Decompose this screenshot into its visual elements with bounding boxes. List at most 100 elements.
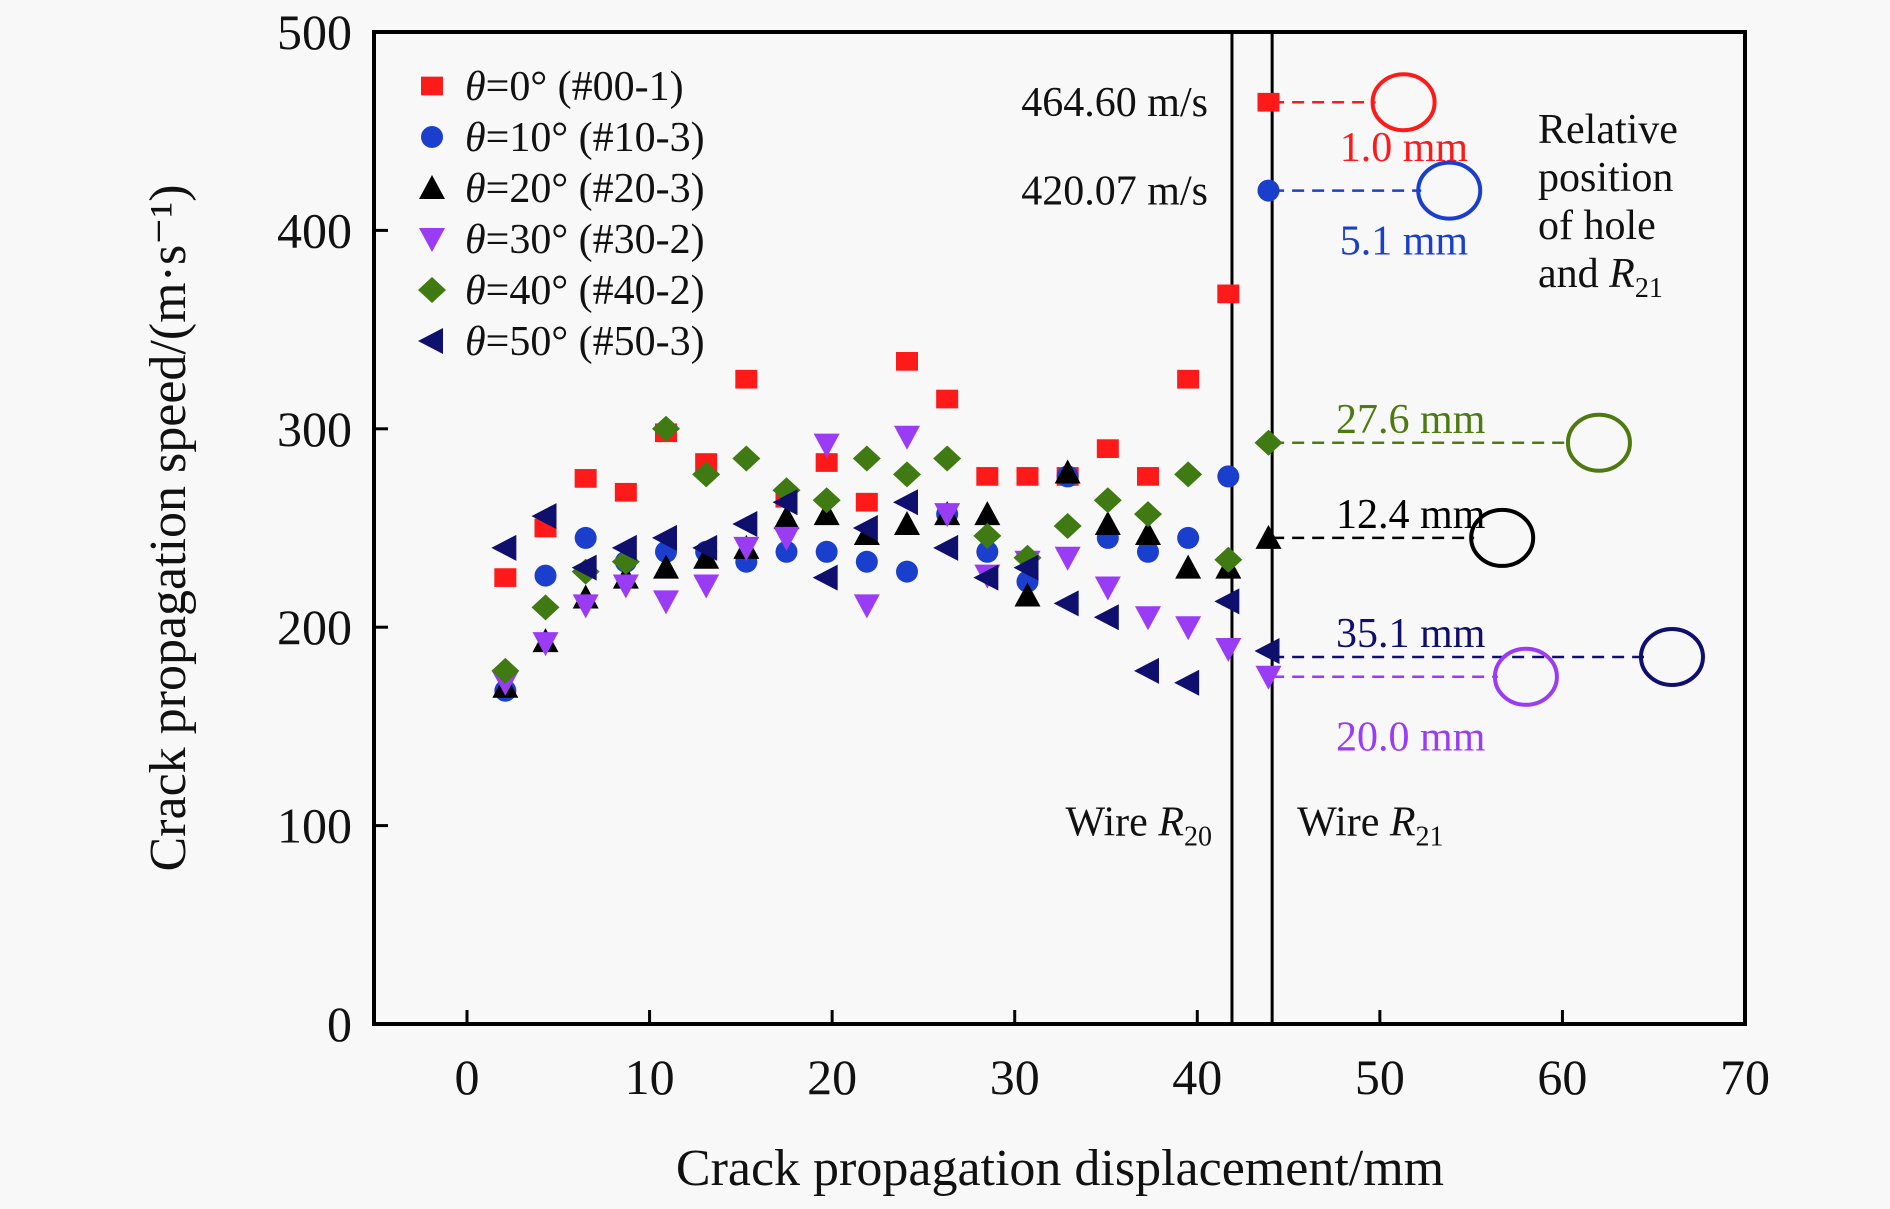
data-point: [692, 534, 718, 561]
hole-distance-label: 20.0 mm: [1336, 714, 1486, 760]
series-2: [492, 459, 1282, 698]
data-point: [611, 534, 637, 561]
data-point: [1217, 465, 1240, 488]
data-point: [1054, 459, 1081, 484]
data-point: [1177, 369, 1200, 389]
data-point: [1096, 439, 1119, 458]
hole-circle: [1565, 412, 1632, 473]
data-point: [1133, 501, 1162, 528]
data-point: [1093, 604, 1119, 631]
x-tick-label: 0: [455, 1049, 480, 1105]
wire-label: Wire R21: [1297, 800, 1443, 853]
data-point: [491, 534, 517, 561]
x-tick-label: 40: [1172, 1049, 1222, 1105]
data-point: [934, 503, 961, 528]
y-tick-label: 300: [277, 401, 352, 457]
plot-frame: [372, 30, 1747, 1026]
legend-label: θ=10° (#10-3): [465, 115, 705, 161]
data-point: [1255, 665, 1282, 690]
data-point: [1174, 461, 1203, 488]
data-point: [1134, 606, 1161, 631]
data-point: [1094, 511, 1121, 536]
data-point: [1175, 554, 1202, 579]
data-point: [1014, 582, 1041, 607]
x-tick-label: 50: [1355, 1049, 1405, 1105]
hole-circle: [1370, 72, 1437, 133]
hole-distance-label: 12.4 mm: [1336, 492, 1486, 538]
data-point: [936, 389, 959, 409]
legend-label: θ=50° (#50-3): [465, 319, 705, 365]
data-point: [732, 445, 761, 472]
data-point: [1054, 546, 1081, 571]
data-point: [895, 351, 918, 371]
y-tick-label: 200: [277, 599, 352, 655]
legend-marker: [418, 328, 443, 354]
data-point: [491, 657, 520, 684]
data-point: [735, 369, 758, 389]
axes: 0 10 20 30 40 50 60 70 0 100 200 300 400 500: [277, 4, 1770, 1105]
speed-annotation: 464.60 m/s: [1021, 80, 1208, 126]
data-point: [1053, 590, 1079, 617]
wire-lines: Wire R20 Wire R21: [1066, 32, 1444, 1024]
data-point: [892, 489, 918, 516]
x-axis-title: Crack propagation displacement/mm: [676, 1140, 1444, 1197]
hole-circle: [1469, 507, 1536, 568]
legend-label: θ=40° (#40-2): [465, 268, 705, 314]
data-point: [973, 522, 1002, 549]
data-point: [1134, 520, 1161, 545]
data-point: [815, 540, 838, 563]
series-4: [491, 415, 1283, 684]
data-point: [893, 425, 920, 450]
data-point: [1136, 467, 1159, 486]
data-point: [1217, 284, 1240, 304]
data-point: [893, 511, 920, 536]
data-point: [895, 560, 918, 583]
data-point: [773, 505, 800, 530]
data-point: [1214, 588, 1240, 615]
data-point: [1214, 546, 1243, 573]
data-point: [933, 534, 959, 561]
data-point: [974, 501, 1001, 526]
y-tick-label: 0: [327, 996, 352, 1052]
data-point: [1013, 554, 1039, 581]
legend-marker: [421, 76, 443, 96]
x-tick-label: 30: [990, 1049, 1040, 1105]
data-point: [775, 540, 798, 563]
data-point: [1094, 576, 1121, 601]
legend-label: θ=20° (#20-3): [465, 166, 705, 212]
data-point: [693, 544, 720, 569]
data-point: [574, 526, 597, 549]
data-point: [973, 564, 999, 591]
data-point: [855, 492, 878, 512]
x-tick-label: 20: [807, 1049, 857, 1105]
data-point: [1254, 429, 1283, 456]
data-point: [1053, 513, 1082, 540]
x-tick-label: 10: [625, 1049, 675, 1105]
data-point: [772, 489, 798, 516]
legend: θ=0° (#00-1) θ=10° (#10-3) θ=20° (#20-3) θ=…: [418, 64, 705, 365]
data-point: [1257, 92, 1280, 112]
data-point: [653, 554, 680, 579]
legend-marker: [421, 126, 443, 148]
hole-circle: [1492, 646, 1559, 707]
data-point: [571, 554, 597, 581]
data-point: [1174, 669, 1200, 696]
x-tick-label: 60: [1537, 1049, 1587, 1105]
data-point: [1136, 540, 1159, 563]
hole-distance-label: 27.6 mm: [1336, 397, 1486, 443]
hole-circle: [1416, 160, 1483, 221]
legend-label: θ=0° (#00-1): [465, 64, 684, 110]
data-point: [572, 594, 599, 619]
data-point: [1133, 657, 1159, 684]
data-point: [892, 461, 921, 488]
x-tick-label: 70: [1720, 1049, 1770, 1105]
data-point: [494, 568, 517, 587]
series-5: [491, 489, 1280, 696]
data-point: [852, 445, 881, 472]
speed-annotation: 420.07 m/s: [1021, 169, 1208, 215]
side-note-line: and R21: [1538, 251, 1663, 304]
wire-label: Wire R20: [1066, 800, 1212, 853]
data-point: [534, 564, 557, 587]
legend-marker: [418, 277, 446, 303]
